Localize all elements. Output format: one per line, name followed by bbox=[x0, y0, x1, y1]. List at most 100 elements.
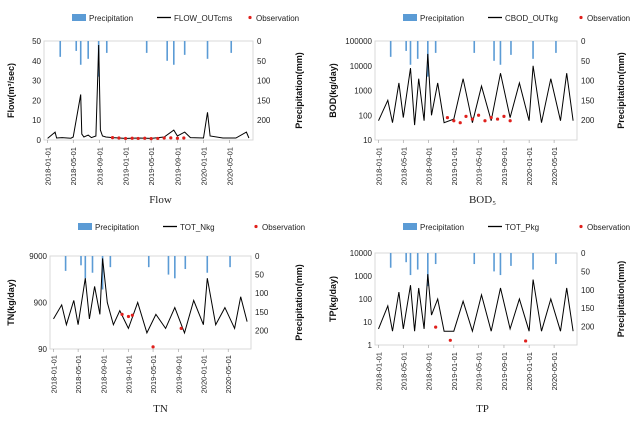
y-axis-label: Flow(m³/sec) bbox=[6, 63, 16, 118]
precipitation-bar bbox=[145, 41, 148, 53]
x-tick-label: 2019-05-01 bbox=[147, 147, 156, 185]
y-tick-label: 10000 bbox=[350, 249, 373, 258]
observation-point bbox=[470, 117, 474, 121]
x-tick-label: 2018-01-01 bbox=[49, 355, 58, 393]
y-tick-label: 100 bbox=[359, 295, 373, 304]
y-tick-label: 50 bbox=[32, 37, 41, 46]
bod-caption: BOD₅ bbox=[468, 194, 497, 206]
precipitation-bar bbox=[405, 41, 407, 51]
observation-point bbox=[508, 119, 512, 123]
observation-point bbox=[452, 119, 456, 123]
y2-tick-label: 0 bbox=[257, 37, 262, 46]
x-tick-label: 2020-01-01 bbox=[525, 147, 534, 185]
flow-chart: 0 10 20 30 40 50 0 50 100 150 200 Flow(m³/sec) Preci… bbox=[6, 14, 304, 185]
bod-panel: 10 100 1000 10000 100000 0 50 100 150 200 BOD(kg/d… bbox=[322, 0, 643, 211]
legend-observation-label: Observation bbox=[256, 14, 299, 23]
y2-axis-label: Precipitation(mm) bbox=[616, 261, 626, 338]
plot-frame bbox=[374, 252, 578, 346]
x-tick-label: 2018-05-01 bbox=[69, 147, 78, 185]
x-tick-label: 2018-09-01 bbox=[96, 147, 105, 185]
observation-point bbox=[123, 136, 128, 141]
precipitation-bar bbox=[167, 256, 170, 275]
x-tick-label: 2020-01-01 bbox=[525, 352, 534, 390]
y2-tick-label: 0 bbox=[255, 252, 260, 261]
x-tick-label: 2020-05-01 bbox=[550, 147, 559, 185]
precipitation-bar bbox=[493, 253, 495, 272]
observation-point bbox=[464, 114, 468, 118]
tn-panel: 90 900 9000 0 50 100 150 200 TN(kg/day) Precipita… bbox=[0, 211, 321, 422]
precipitation-bar bbox=[416, 253, 419, 270]
precipitation-bar bbox=[416, 41, 419, 59]
y-tick-label: 10 bbox=[363, 318, 372, 327]
y2-tick-label: 50 bbox=[581, 267, 590, 276]
y2-tick-label: 150 bbox=[581, 96, 595, 105]
precipitation-bar bbox=[409, 41, 412, 65]
observation-point bbox=[175, 136, 180, 140]
tn-caption: TN bbox=[153, 403, 168, 415]
legend-simulated-label: FLOW_OUTcms bbox=[174, 14, 232, 23]
legend-observation-label: Observation bbox=[587, 14, 630, 23]
legend-observation-swatch bbox=[579, 224, 583, 229]
precipitation-bar bbox=[91, 256, 94, 273]
x-tick-label: 2020-05-01 bbox=[225, 147, 234, 185]
y-tick-label: 30 bbox=[32, 77, 41, 86]
y-tick-label: 1 bbox=[368, 341, 373, 350]
y2-tick-label: 100 bbox=[581, 77, 595, 86]
observation-point bbox=[143, 136, 147, 140]
x-tick-label: 2019-01-01 bbox=[450, 147, 459, 185]
observation-point bbox=[151, 345, 155, 349]
x-tick-label: 2020-05-01 bbox=[224, 355, 233, 393]
precipitation-bar bbox=[230, 41, 233, 53]
flow-caption: Flow bbox=[149, 194, 172, 206]
x-tick-label: 2019-09-01 bbox=[500, 352, 509, 390]
x-tick-label: 2018-01-01 bbox=[375, 352, 384, 390]
precipitation-bar bbox=[405, 253, 407, 263]
observation-point bbox=[502, 114, 506, 118]
x-tick-label: 2019-01-01 bbox=[122, 147, 131, 185]
precipitation-bar bbox=[147, 256, 150, 268]
precipitation-bar bbox=[105, 41, 108, 53]
observation-point bbox=[149, 137, 153, 141]
y-tick-label: 0 bbox=[37, 136, 42, 145]
precipitation-bar bbox=[183, 41, 186, 55]
precipitation-bar bbox=[434, 253, 437, 265]
precipitation-bar bbox=[75, 41, 78, 51]
x-tick-label: 2019-01-01 bbox=[124, 355, 133, 393]
plot-frame bbox=[374, 40, 578, 141]
y-tick-label: 100000 bbox=[345, 37, 372, 46]
x-tick-label: 2020-01-01 bbox=[199, 147, 208, 185]
precipitation-bar bbox=[473, 253, 476, 265]
y2-tick-label: 50 bbox=[581, 57, 590, 66]
precipitation-bar bbox=[101, 256, 104, 290]
precipitation-bar bbox=[555, 253, 557, 265]
x-tick-label: 2018-09-01 bbox=[425, 352, 434, 390]
y-tick-label: 9000 bbox=[29, 252, 47, 261]
legend-simulated-label: TOT_Nkg bbox=[180, 223, 215, 232]
observation-point bbox=[117, 136, 121, 140]
observation-point bbox=[434, 325, 438, 329]
observation-point bbox=[524, 339, 528, 343]
precipitation-bar bbox=[109, 256, 112, 268]
x-tick-label: 2019-09-01 bbox=[173, 147, 182, 185]
precipitation-bar bbox=[389, 253, 392, 268]
plot-frame bbox=[49, 255, 252, 350]
y2-tick-label: 0 bbox=[581, 249, 586, 258]
y-tick-label: 40 bbox=[32, 57, 41, 66]
precipitation-bar bbox=[206, 256, 209, 273]
precipitation-bar bbox=[473, 41, 476, 53]
simulated-line bbox=[378, 53, 574, 126]
y-tick-label: 900 bbox=[34, 299, 48, 308]
observation-point bbox=[126, 314, 131, 319]
legend-simulated-label: TOT_Pkg bbox=[505, 223, 539, 232]
x-tick-label: 2019-01-01 bbox=[450, 352, 459, 390]
precipitation-bar bbox=[555, 41, 557, 53]
x-tick-label: 2019-09-01 bbox=[174, 355, 183, 393]
precipitation-bar bbox=[409, 253, 412, 276]
bod-chart: 10 100 1000 10000 100000 0 50 100 150 200 BOD(kg/d… bbox=[328, 14, 630, 185]
observation-point bbox=[179, 326, 183, 330]
observation-point bbox=[156, 136, 160, 141]
observation-point bbox=[136, 136, 140, 141]
precipitation-bar bbox=[532, 41, 534, 59]
y2-tick-label: 0 bbox=[581, 37, 586, 46]
legend-precipitation-label: Precipitation bbox=[420, 14, 464, 23]
